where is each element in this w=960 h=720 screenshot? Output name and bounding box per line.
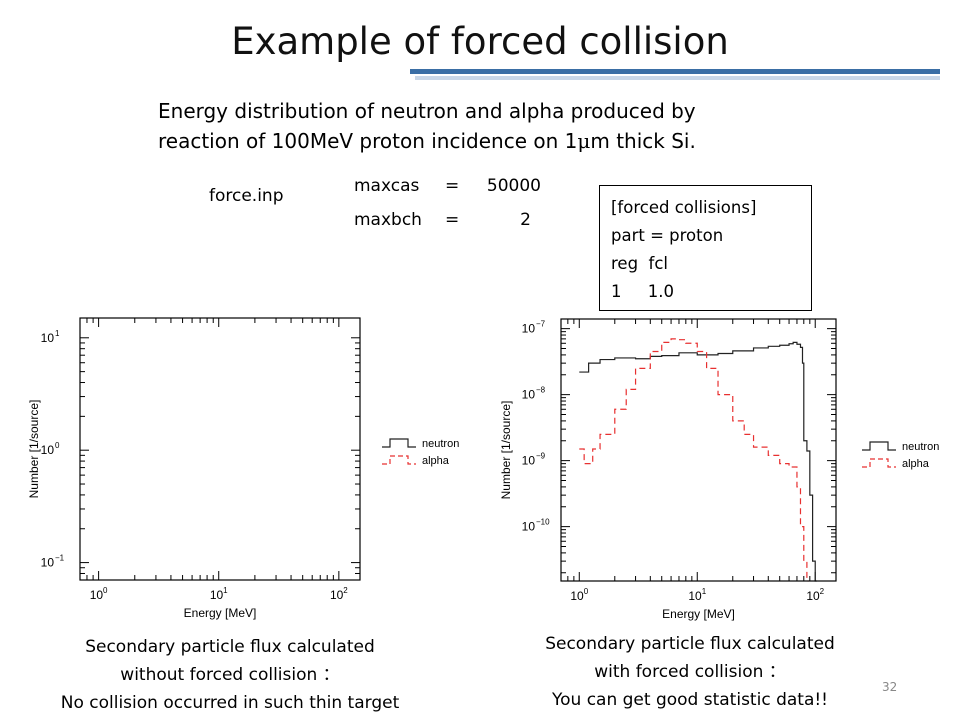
- x-tick-label: 100: [570, 587, 588, 603]
- description-line-1: Energy distribution of neutron and alpha…: [158, 99, 696, 123]
- param-maxbch-name: maxbch: [354, 210, 422, 230]
- description-text: m thick Si.: [590, 129, 696, 153]
- mu-symbol: μ: [577, 129, 591, 153]
- caption-left-line-3: No collision occurred in such thin targe…: [60, 693, 400, 713]
- tick-label-base: 10: [41, 331, 55, 345]
- x-tick-label: 101: [688, 587, 706, 603]
- forced-collisions-box: [forced collisions] part = proton reg fc…: [599, 185, 812, 311]
- forced-collisions-line: [forced collisions]: [611, 198, 757, 217]
- tick-label-exponent: 0: [55, 441, 60, 450]
- tick-label-exponent: 0: [103, 586, 108, 595]
- series-line-neutron: [579, 341, 817, 582]
- tick-label-base: 10: [522, 388, 536, 402]
- param-maxbch-equals: =: [445, 210, 460, 230]
- input-file-name: force.inp: [209, 186, 284, 206]
- description-text: reaction of 100MeV proton incidence on 1: [158, 129, 578, 153]
- title-underline-shadow: [415, 76, 940, 80]
- title-underline: [410, 69, 940, 74]
- tick-label-base: 10: [522, 322, 536, 336]
- x-tick-label: 101: [210, 586, 228, 602]
- forced-collisions-line: part = proton: [611, 226, 724, 245]
- tick-label-exponent: 1: [702, 587, 707, 596]
- legend-label-alpha: alpha: [902, 458, 930, 470]
- tick-label-base: 10: [90, 588, 104, 602]
- caption-right-line-2: with forced collision ：: [594, 662, 786, 682]
- legend-swatch-neutron: [382, 438, 416, 448]
- y-tick-label: 10: [41, 556, 55, 570]
- legend-label-alpha: alpha: [422, 455, 450, 467]
- y-tick-label: 10: [522, 388, 536, 402]
- x-axis-label: Energy [MeV]: [662, 607, 735, 621]
- legend-swatch-alpha: [862, 458, 896, 468]
- tick-label-exponent: −9: [536, 452, 546, 461]
- series-line-alpha: [579, 338, 809, 582]
- tick-label-base: 10: [41, 443, 55, 457]
- y-tick-label: 10: [522, 520, 536, 534]
- tick-label-exponent: 0: [584, 587, 589, 596]
- y-tick-label: 10: [41, 443, 55, 457]
- tick-label-exponent: 2: [343, 586, 348, 595]
- param-maxcas-name: maxcas: [354, 176, 420, 196]
- caption-left-line-2: without forced collision ：: [120, 665, 340, 685]
- caption-right: Secondary particle flux calculated with …: [480, 630, 900, 714]
- y-tick-label: 10: [522, 322, 536, 336]
- legend-swatch-neutron: [862, 441, 896, 451]
- tick-label-base: 10: [806, 589, 820, 603]
- x-tick-label: 102: [330, 586, 348, 602]
- plot-frame: [79, 317, 361, 581]
- y-axis-label: Number [1/source]: [27, 400, 41, 499]
- tick-label-base: 10: [210, 588, 224, 602]
- tick-label-exponent: −1: [55, 554, 65, 563]
- x-axis-label: Energy [MeV]: [184, 606, 257, 620]
- x-tick-label: 100: [90, 586, 108, 602]
- slide-title: Example of forced collision: [231, 20, 729, 63]
- caption-left: Secondary particle flux calculated witho…: [20, 633, 440, 717]
- tick-label-base: 10: [570, 589, 584, 603]
- x-tick-label: 102: [806, 587, 824, 603]
- tick-label-base: 10: [522, 454, 536, 468]
- forced-collisions-line: 1 1.0: [611, 282, 674, 301]
- tick-label-exponent: −7: [536, 320, 546, 329]
- param-maxcas-value: 50000: [486, 176, 541, 196]
- caption-right-line-1: Secondary particle flux calculated: [545, 634, 835, 654]
- param-maxbch-value: 2: [520, 210, 531, 230]
- tick-label-exponent: −10: [536, 518, 550, 527]
- caption-right-line-3: You can get good statistic data!!: [551, 690, 828, 710]
- legend-label-neutron: neutron: [422, 438, 459, 450]
- param-maxcas-equals: =: [445, 176, 460, 196]
- y-tick-label: 10: [522, 454, 536, 468]
- legend-label-neutron: neutron: [902, 441, 939, 453]
- tick-label-base: 10: [688, 589, 702, 603]
- description-line-2: reaction of 100MeV proton incidence on 1…: [158, 126, 696, 156]
- tick-label-exponent: −8: [536, 386, 546, 395]
- caption-left-line-1: Secondary particle flux calculated: [85, 637, 375, 657]
- y-axis-label: Number [1/source]: [499, 401, 513, 500]
- legend-swatch-alpha: [382, 455, 416, 465]
- tick-label-exponent: 1: [55, 329, 60, 338]
- forced-collisions-line: reg fcl: [611, 254, 669, 273]
- tick-label-base: 10: [330, 588, 344, 602]
- tick-label-base: 10: [41, 556, 55, 570]
- tick-label-exponent: 2: [820, 587, 825, 596]
- y-tick-label: 10: [41, 331, 55, 345]
- tick-label-base: 10: [522, 520, 536, 534]
- plot-frame: [560, 318, 837, 582]
- tick-label-exponent: 1: [223, 586, 228, 595]
- page-number: 32: [882, 680, 898, 694]
